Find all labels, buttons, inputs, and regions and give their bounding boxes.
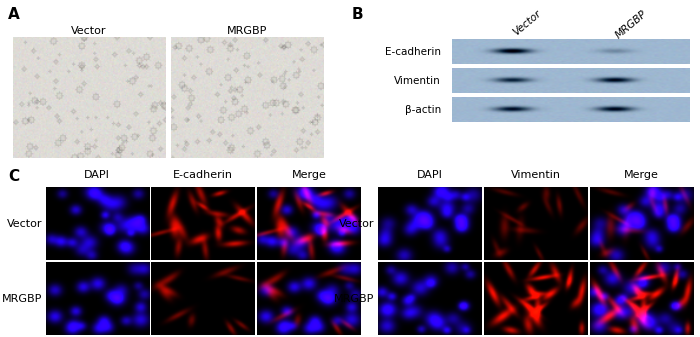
Text: C: C [8, 169, 20, 184]
Text: Vector: Vector [6, 219, 42, 228]
Text: Vector: Vector [71, 26, 106, 36]
Text: Vector: Vector [339, 219, 375, 228]
Text: E-cadherin: E-cadherin [173, 170, 233, 180]
Text: E-cadherin: E-cadherin [385, 47, 441, 57]
Text: Merge: Merge [624, 170, 659, 180]
Text: β-actin: β-actin [405, 104, 441, 115]
Text: MRGBP: MRGBP [613, 8, 649, 40]
Text: A: A [8, 7, 20, 23]
Text: Vector: Vector [511, 8, 543, 37]
Text: Merge: Merge [291, 170, 326, 180]
Text: MRGBP: MRGBP [334, 294, 374, 304]
Text: MRGBP: MRGBP [1, 294, 42, 304]
Text: B: B [351, 7, 363, 23]
Text: DAPI: DAPI [84, 170, 110, 180]
Text: DAPI: DAPI [416, 170, 442, 180]
Text: MRGBP: MRGBP [227, 26, 267, 36]
Text: Vimentin: Vimentin [510, 170, 561, 180]
Text: Vimentin: Vimentin [394, 75, 441, 86]
